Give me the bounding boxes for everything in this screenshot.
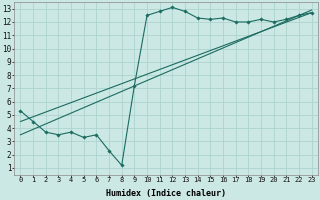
X-axis label: Humidex (Indice chaleur): Humidex (Indice chaleur) — [106, 189, 226, 198]
